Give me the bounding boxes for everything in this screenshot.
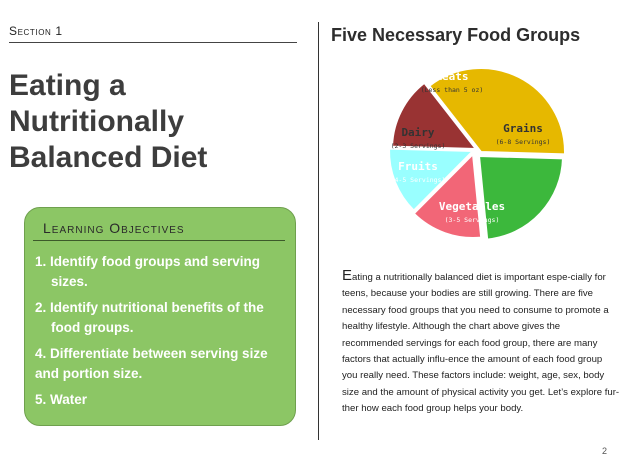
pie-slice-fruits: [412, 151, 483, 239]
slice-label-grains: Grains: [503, 122, 543, 135]
drop-cap: E: [342, 267, 353, 284]
objective-item: 1. Identify food groups and serving size…: [35, 254, 261, 289]
pie-slice-vegetables: [477, 154, 564, 240]
objectives-list: 1. Identify food groups and serving size…: [35, 252, 289, 416]
pie-slice-dairy: [388, 147, 476, 213]
objectives-divider: [33, 240, 285, 241]
section-divider: [9, 42, 297, 43]
slice-label-meats: Meats: [435, 70, 468, 83]
objectives-heading: Learning Objectives: [43, 220, 185, 236]
objective-item: 4. Differentiate between serving size an…: [35, 346, 268, 381]
page-number: 2: [602, 446, 608, 456]
section-label: Section 1: [9, 24, 63, 38]
slice-label-fruits: Fruits: [398, 160, 438, 173]
page-title: Eating a Nutritionally Balanced Diet: [9, 69, 208, 174]
learning-objectives-box: Learning Objectives 1. Identify food gro…: [24, 207, 296, 426]
slice-note-meats: (Less than 5 oz): [421, 86, 484, 94]
objective-item: 2. Identify nutritional benefits of the …: [35, 300, 264, 335]
objective-item: 5. Water: [35, 392, 88, 407]
slice-note-grains: (6-8 Servings): [496, 138, 551, 146]
food-groups-pie-chart: Grains (6-8 Servings) Vegetables (3-5 Servi…: [388, 67, 566, 240]
slice-note-vegetables: (3-5 Servings): [445, 216, 500, 224]
slice-label-vegetables: Vegetables: [439, 200, 505, 213]
body-text: ating a nutritionally balanced diet is i…: [342, 272, 620, 415]
column-divider: [318, 22, 319, 440]
pie-slice-meats: [391, 81, 479, 151]
slice-label-dairy: Dairy: [401, 126, 434, 139]
pie-slice-grains: [427, 67, 566, 156]
body-paragraph: Eating a nutritionally balanced diet is …: [342, 267, 620, 418]
slice-note-dairy: (2-3 Servings): [391, 142, 446, 150]
chart-title: Five Necessary Food Groups: [331, 25, 581, 45]
slice-note-fruits: (4-5 Servings): [391, 176, 446, 184]
